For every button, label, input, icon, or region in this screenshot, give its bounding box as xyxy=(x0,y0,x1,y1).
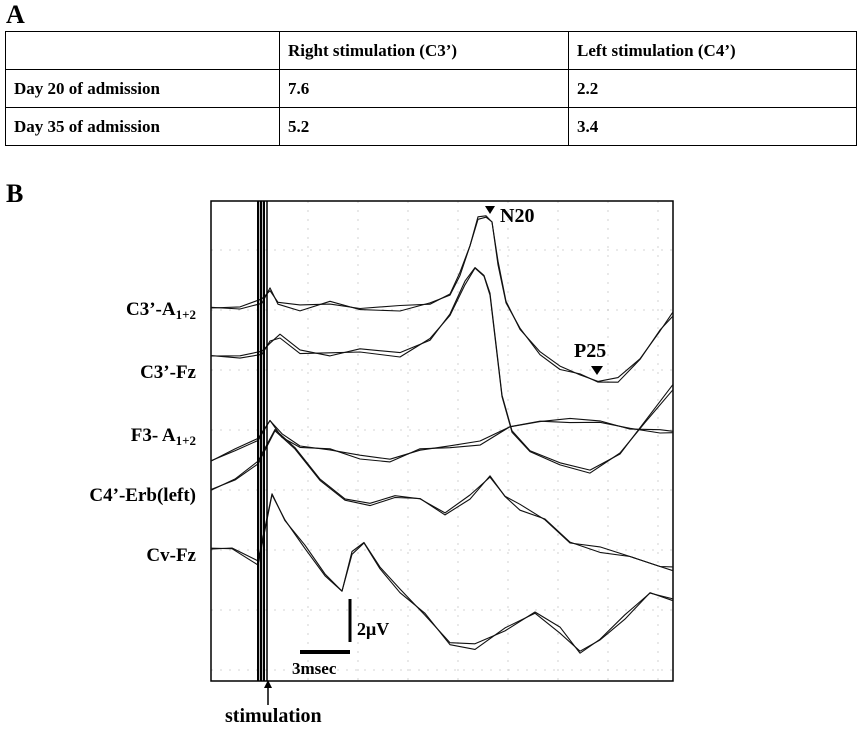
table-row: Day 20 of admission 7.6 2.2 xyxy=(5,69,857,108)
panel-a-label: A xyxy=(6,0,25,29)
table-header-cell xyxy=(5,31,280,70)
sep-amplitude-table: Right stimulation (C3’) Left stimulation… xyxy=(5,31,857,146)
amplitude-scale-label: 2μV xyxy=(357,619,389,639)
table-row: Day 35 of admission 5.2 3.4 xyxy=(5,107,857,146)
table-header-row: Right stimulation (C3’) Left stimulation… xyxy=(5,31,857,70)
table-cell: 5.2 xyxy=(279,107,569,146)
stimulation-arrow-icon xyxy=(264,680,272,688)
time-scale-label: 3msec xyxy=(292,659,337,678)
trace-c3-fz xyxy=(210,267,674,474)
trace-c4-erb xyxy=(210,428,674,568)
n20-label: N20 xyxy=(500,205,534,227)
trace-cv-fz xyxy=(210,494,674,652)
trace-cv-fz xyxy=(210,493,674,654)
trace-label-c3-fz: C3’-Fz xyxy=(140,362,196,383)
trace-c3-a12 xyxy=(210,216,674,383)
n20-marker-icon xyxy=(485,206,495,214)
plot-grid xyxy=(211,201,673,681)
waveform-traces xyxy=(210,215,674,654)
trace-label-c3-a12: C3’-A1+2 xyxy=(125,299,196,322)
table-cell: Day 35 of admission xyxy=(5,107,280,146)
p25-marker-icon xyxy=(591,366,603,375)
plot-frame xyxy=(210,200,674,682)
trace-f3-a12 xyxy=(210,417,674,462)
table-cell: 2.2 xyxy=(568,69,857,108)
trace-label-f3-a12: F3- A1+2 xyxy=(130,425,196,448)
p25-label: P25 xyxy=(574,340,606,362)
trace-c3-fz xyxy=(210,267,674,471)
stimulation-artifact xyxy=(257,201,268,681)
panel-b-label: B xyxy=(6,179,24,208)
table-cell: 3.4 xyxy=(568,107,857,146)
trace-c4-erb xyxy=(210,430,674,572)
trace-f3-a12 xyxy=(210,419,674,463)
trace-label-cv-fz: Cv-Fz xyxy=(146,545,196,566)
stimulation-label: stimulation xyxy=(225,705,322,727)
trace-label-c4-erb: C4’-Erb(left) xyxy=(89,485,196,506)
table-header-cell: Right stimulation (C3’) xyxy=(279,31,569,70)
table-cell: Day 20 of admission xyxy=(5,69,280,108)
